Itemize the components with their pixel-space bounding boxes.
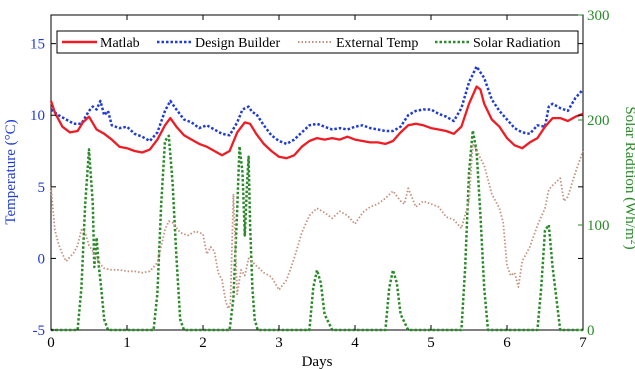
legend-label-external-temp: External Temp xyxy=(336,36,418,51)
y2-tick-label: 100 xyxy=(587,218,610,234)
y2-axis-title-sup: 2 xyxy=(628,240,635,245)
y2-axis-title-end: ) xyxy=(622,245,635,250)
y2-tick-label: 0 xyxy=(587,323,595,339)
legend-label-matlab: Matlab xyxy=(100,36,140,51)
right-axis-ticks: 0 100 200 300 xyxy=(578,8,610,339)
x-tick-label: 1 xyxy=(123,335,131,351)
series-line-matlab xyxy=(49,85,584,160)
legend: Matlab Design Builder External Temp Sola… xyxy=(56,30,579,54)
y-tick-label: 0 xyxy=(38,251,46,267)
legend-label-solar-radiation: Solar Radiation xyxy=(473,36,561,51)
y-tick-label: 10 xyxy=(30,108,45,124)
plot-area xyxy=(50,14,584,331)
plot-frame xyxy=(50,14,584,331)
x-tick-label: 5 xyxy=(427,335,435,351)
x-tick-label: 2 xyxy=(199,335,207,351)
x-tick-label: 6 xyxy=(503,335,511,351)
y-axis-title: Temperature (°C) xyxy=(3,119,19,224)
x-tick-label: 0 xyxy=(47,335,55,351)
x-tick-label: 4 xyxy=(351,335,359,351)
x-axis-title: Days xyxy=(302,354,333,369)
x-tick-label: 3 xyxy=(275,335,283,351)
x-tick-label: 7 xyxy=(579,335,587,351)
legend-label-design-builder: Design Builder xyxy=(195,36,280,51)
y-tick-label: 5 xyxy=(38,180,46,196)
x-axis-ticks: 0 1 2 3 4 5 6 7 xyxy=(47,15,587,351)
series-line-solar-radiation xyxy=(51,129,583,332)
series-line-external-temp xyxy=(50,142,584,310)
legend-box xyxy=(56,30,579,54)
y-tick-label: 15 xyxy=(30,37,45,53)
y2-axis-title-main: Solar Radition (Wh/m xyxy=(622,106,635,240)
series-layer xyxy=(49,65,584,332)
y2-axis-title: Solar Radition (Wh/m2) xyxy=(622,106,635,249)
y2-tick-label: 300 xyxy=(587,8,610,24)
y2-tick-label: 200 xyxy=(587,113,610,129)
y-tick-label: -5 xyxy=(33,323,46,339)
series-line-design-builder xyxy=(50,65,584,146)
left-axis-ticks: -5 0 5 10 15 xyxy=(30,37,583,339)
